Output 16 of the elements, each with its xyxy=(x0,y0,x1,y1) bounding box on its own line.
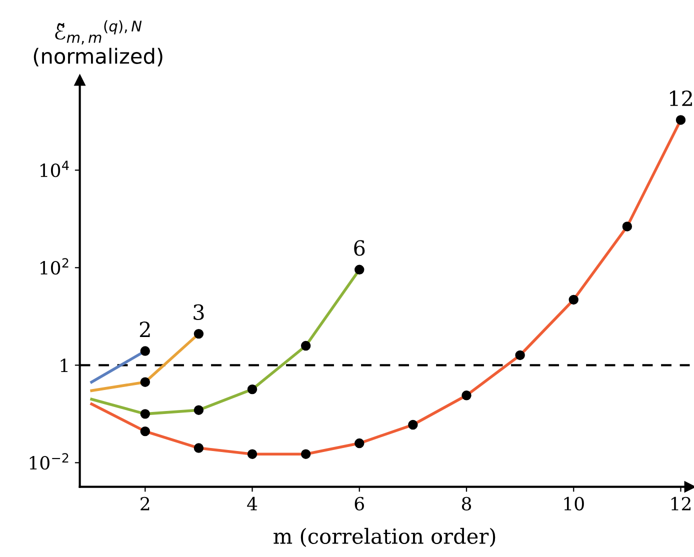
annotation: 12 xyxy=(670,90,692,106)
annotation: 6 xyxy=(354,240,365,256)
x-tick-label: 6 xyxy=(354,496,364,511)
x-tick-label: 10 xyxy=(564,496,584,511)
x-tick-label: 4 xyxy=(247,496,258,510)
x-tick-label: 8 xyxy=(462,496,472,511)
y-tick-label: 10$^{4}$ xyxy=(40,160,69,178)
y-tick-label: 1 xyxy=(60,358,68,372)
x-axis-title: m (correlation order) xyxy=(274,528,496,547)
x-tick-label: 12 xyxy=(671,496,690,510)
y-axis-title: ℰ̃$_{m,m}$$^{(q),N}$ (normalized) xyxy=(34,20,162,66)
annotation: 3 xyxy=(194,304,204,320)
annotation: 2 xyxy=(140,322,150,337)
y-tick-label: 10$^{−2}$ xyxy=(30,453,68,470)
y-tick-label: 10$^{2}$ xyxy=(40,258,68,275)
x-tick-label: 2 xyxy=(140,496,150,510)
